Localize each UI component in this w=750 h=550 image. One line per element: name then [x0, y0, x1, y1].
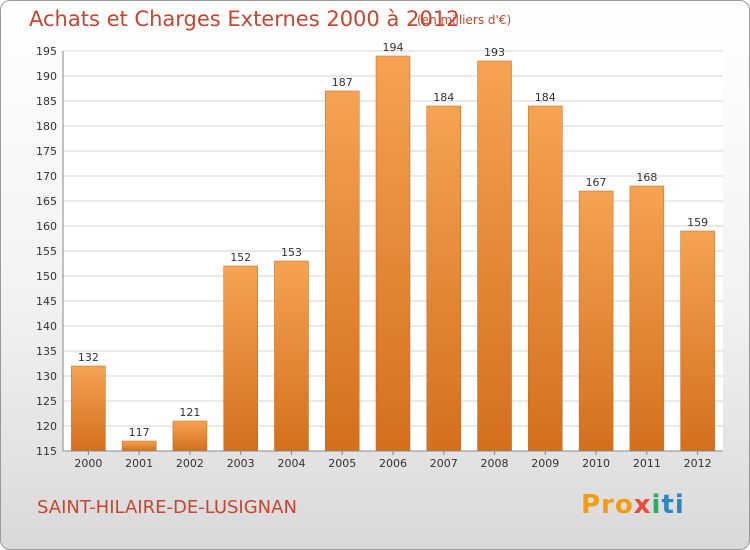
bar-2010 [578, 190, 614, 452]
data-label-2004: 153 [281, 246, 302, 259]
proxiti-logo[interactable]: Proxiti [581, 490, 685, 520]
y-tick-label: 135 [36, 345, 57, 358]
bar-2000 [71, 365, 106, 452]
x-tick-label: 2006 [379, 457, 407, 470]
data-label-2002: 121 [179, 406, 200, 419]
x-tick-label: 2003 [227, 457, 255, 470]
data-label-2003: 152 [230, 251, 251, 264]
logo-part-1: Pro [581, 490, 634, 520]
y-tick-label: 160 [36, 220, 57, 233]
data-label-2006: 194 [383, 41, 404, 54]
x-tick-label: 2010 [582, 457, 610, 470]
data-label-2000: 132 [78, 351, 99, 364]
commune-name: SAINT-HILAIRE-DE-LUSIGNAN [37, 497, 297, 518]
y-tick-label: 185 [36, 95, 57, 108]
y-tick-label: 195 [36, 45, 57, 58]
y-tick-label: 130 [36, 370, 57, 383]
x-tick-label: 2001 [125, 457, 153, 470]
y-tick-label: 150 [36, 270, 57, 283]
y-tick-label: 140 [36, 320, 57, 333]
bar-2008 [477, 60, 512, 452]
x-tick-label: 2004 [277, 457, 305, 470]
data-label-2010: 167 [586, 176, 607, 189]
x-tick-label: 2007 [430, 457, 458, 470]
y-tick-label: 170 [36, 170, 57, 183]
y-tick-label: 155 [36, 245, 57, 258]
bar-2007 [426, 105, 462, 452]
logo-part-4: ti [661, 490, 685, 520]
data-label-2011: 168 [636, 171, 657, 184]
data-label-2005: 187 [332, 76, 353, 89]
x-tick-label: 2002 [176, 457, 204, 470]
data-label-2001: 117 [129, 426, 150, 439]
y-tick-label: 120 [36, 420, 57, 433]
x-tick-label: 2012 [684, 457, 712, 470]
y-tick-label: 190 [36, 70, 57, 83]
bar-2012 [680, 230, 715, 452]
y-tick-label: 125 [36, 395, 57, 408]
bar-2001 [121, 440, 157, 452]
y-tick-label: 175 [36, 145, 57, 158]
x-tick-label: 2005 [328, 457, 356, 470]
bar-2002 [172, 420, 208, 452]
bar-2005 [324, 90, 360, 452]
data-label-2012: 159 [687, 216, 708, 229]
data-label-2007: 184 [433, 91, 454, 104]
bar-2009 [528, 105, 563, 452]
chart-title: Achats et Charges Externes 2000 à 2012 [29, 7, 460, 31]
x-tick-label: 2011 [633, 457, 661, 470]
x-tick-label: 2000 [74, 457, 102, 470]
y-tick-label: 115 [36, 445, 57, 458]
logo-part-3: i [651, 490, 662, 520]
x-tick-label: 2008 [481, 457, 509, 470]
chart-subtitle: (en milliers d'€) [417, 13, 512, 27]
logo-part-2: x [633, 490, 652, 520]
data-label-2009: 184 [535, 91, 556, 104]
y-tick-label: 165 [36, 195, 57, 208]
bar-2004 [274, 260, 309, 452]
bar-2003 [223, 265, 258, 452]
y-tick-label: 180 [36, 120, 57, 133]
bar-2011 [629, 185, 665, 452]
data-label-2008: 193 [484, 46, 505, 59]
y-tick-label: 145 [36, 295, 57, 308]
bar-2006 [375, 55, 411, 452]
x-tick-label: 2009 [531, 457, 559, 470]
